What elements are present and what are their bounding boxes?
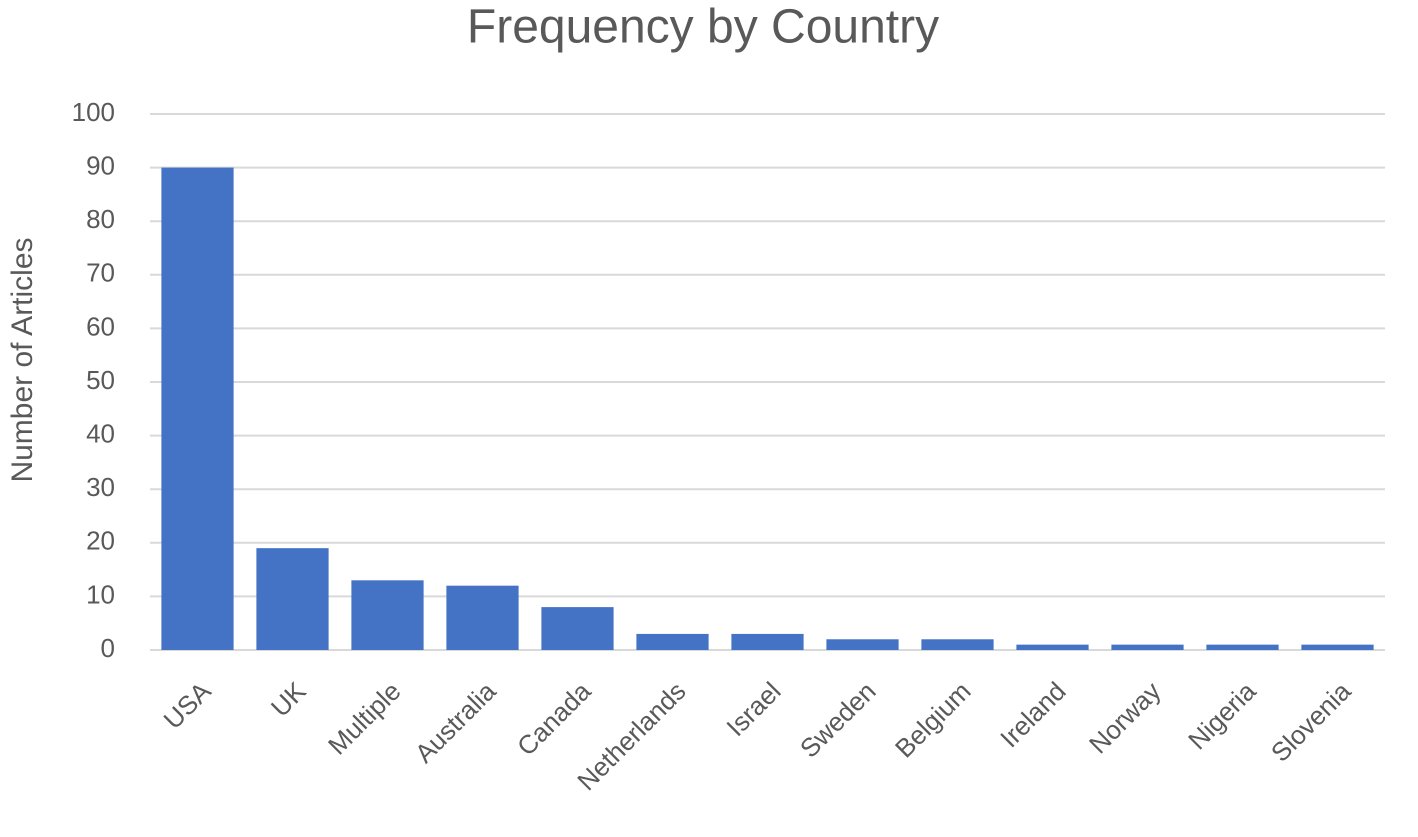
y-tick-label: 100 [72, 97, 115, 127]
x-tick-label: Sweden [794, 676, 882, 764]
y-tick-label: 0 [101, 633, 115, 663]
bar [1206, 644, 1279, 650]
x-tick-label: Belgium [889, 676, 977, 764]
bar [256, 548, 329, 650]
x-tick-label: Ireland [994, 676, 1071, 753]
x-tick-label: Multiple [322, 676, 407, 761]
bar [636, 633, 709, 650]
y-tick-label: 60 [86, 311, 115, 341]
bar [921, 639, 994, 650]
bar [826, 639, 899, 650]
y-tick-label: 40 [86, 418, 115, 448]
bar [446, 585, 519, 650]
bar [161, 167, 234, 650]
x-tick-label: Canada [511, 676, 597, 762]
x-tick-label: UK [265, 675, 312, 722]
bar [351, 580, 424, 650]
x-tick-label: Australia [409, 676, 502, 769]
y-tick-label: 20 [86, 526, 115, 556]
x-tick-label: USA [158, 675, 217, 734]
y-tick-label: 50 [86, 365, 115, 395]
bar [541, 607, 614, 650]
chart-title: Frequency by Country [467, 1, 939, 54]
x-tick-label: Nigeria [1182, 676, 1262, 756]
bar [1016, 644, 1089, 650]
bar [1111, 644, 1184, 650]
y-tick-label: 90 [86, 150, 115, 180]
x-tick-label: Slovenia [1265, 676, 1357, 768]
y-axis-label: Number of Articles [6, 237, 39, 482]
bar [731, 633, 804, 650]
y-tick-label: 70 [86, 258, 115, 288]
bar [1301, 644, 1374, 650]
x-tick-label: Norway [1083, 676, 1167, 760]
y-tick-label: 80 [86, 204, 115, 234]
x-tick-label: Israel [720, 676, 786, 742]
y-tick-label: 10 [86, 579, 115, 609]
y-tick-label: 30 [86, 472, 115, 502]
